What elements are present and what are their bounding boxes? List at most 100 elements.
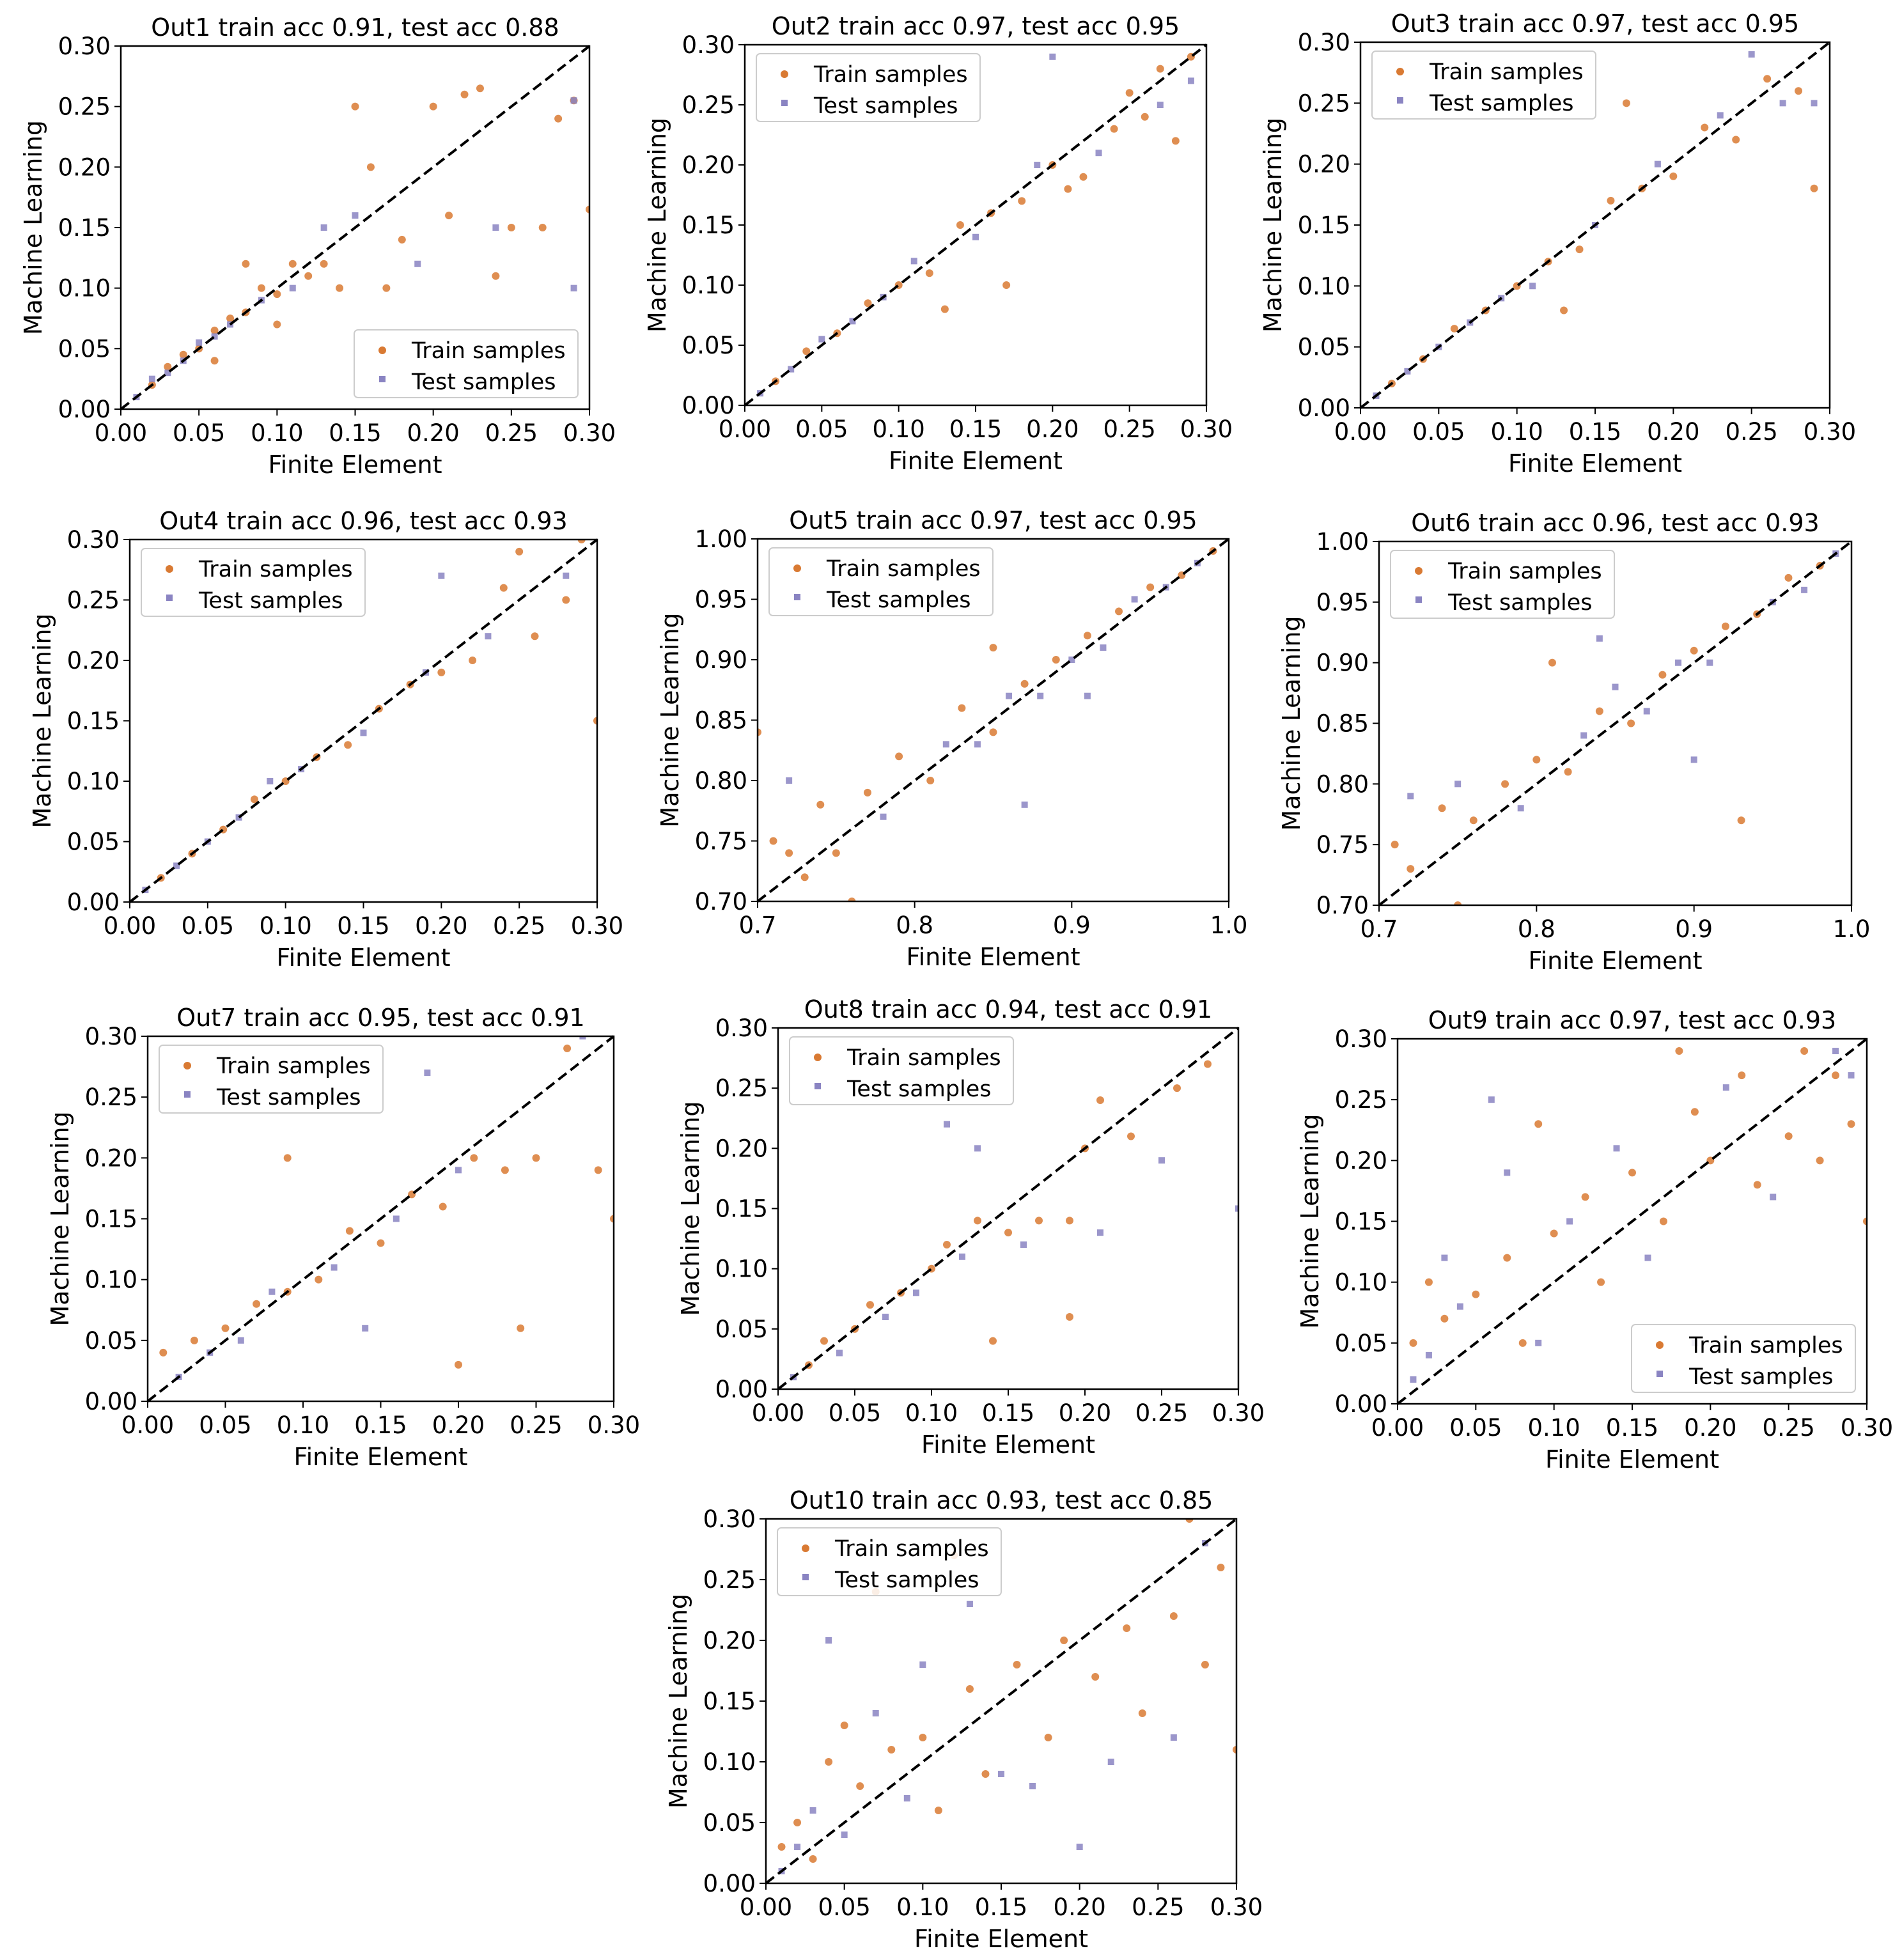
y-axis-label: Machine Learning xyxy=(1277,616,1306,830)
x-tick-label: 0.00 xyxy=(740,1894,792,1921)
train-sample-point xyxy=(532,1154,540,1162)
train-sample-point xyxy=(563,1045,572,1053)
legend-test-label: Test samples xyxy=(834,1567,979,1593)
legend-test-label: Test samples xyxy=(216,1085,361,1110)
train-sample-point xyxy=(1440,1314,1449,1323)
scatter-points xyxy=(1409,1047,1867,1383)
x-axis-label: Finite Element xyxy=(907,943,1080,971)
test-sample-point xyxy=(1097,1229,1103,1236)
y-tick-label: 0.05 xyxy=(1335,1330,1387,1357)
x-axis-label: Finite Element xyxy=(277,944,451,972)
train-sample-point xyxy=(253,1300,261,1308)
y-tick-label: 0.75 xyxy=(695,828,747,855)
test-sample-point xyxy=(841,1832,848,1838)
train-sample-point xyxy=(507,224,515,231)
train-sample-point xyxy=(470,1154,478,1162)
x-axis-label: Finite Element xyxy=(914,1925,1088,1953)
test-sample-point xyxy=(1488,1096,1495,1103)
legend-train-marker xyxy=(781,70,788,78)
x-tick-label: 0.00 xyxy=(752,1399,804,1427)
train-sample-point xyxy=(1204,1060,1212,1068)
test-sample-point xyxy=(1095,150,1102,157)
y-tick-label: 0.90 xyxy=(1316,649,1369,677)
identity-diagonal-line xyxy=(756,538,1230,903)
y-axis-label: Machine Learning xyxy=(28,613,56,828)
train-sample-point xyxy=(1550,1229,1558,1238)
train-sample-point xyxy=(1784,573,1793,582)
train-sample-point xyxy=(531,632,539,641)
train-sample-point xyxy=(469,657,477,664)
x-tick-label: 0.25 xyxy=(493,912,545,940)
train-sample-point xyxy=(1146,583,1155,591)
train-sample-point xyxy=(802,347,811,355)
test-sample-point xyxy=(1029,1783,1036,1789)
train-sample-point xyxy=(989,728,997,736)
train-sample-point xyxy=(159,1348,168,1357)
x-tick-label: 0.05 xyxy=(818,1894,870,1921)
test-sample-point xyxy=(1643,708,1650,715)
train-sample-point xyxy=(1548,658,1556,667)
train-sample-point xyxy=(1701,123,1709,132)
train-sample-point xyxy=(610,1215,614,1223)
train-sample-point xyxy=(1127,1132,1135,1140)
x-tick-label: 0.00 xyxy=(719,416,771,443)
y-tick-label: 0.05 xyxy=(85,1327,137,1355)
x-tick-label: 0.00 xyxy=(1334,418,1387,446)
y-tick-label: 0.25 xyxy=(67,587,120,614)
y-tick-label: 0.15 xyxy=(703,1688,756,1715)
y-tick-label: 0.30 xyxy=(1335,1025,1387,1053)
legend-train-marker xyxy=(793,564,801,572)
identity-diagonal-line xyxy=(744,43,1208,407)
train-sample-point xyxy=(1810,184,1818,192)
legend-train-label: Train samples xyxy=(216,1054,371,1079)
train-sample-point xyxy=(1052,656,1060,664)
y-tick-label: 0.75 xyxy=(1316,831,1369,859)
test-sample-point xyxy=(1407,793,1414,800)
identity-diagonal-line xyxy=(120,45,591,410)
x-tick-label: 0.10 xyxy=(251,419,303,447)
test-sample-point xyxy=(1425,1351,1432,1358)
train-sample-point xyxy=(956,221,964,229)
train-sample-point xyxy=(1201,1661,1209,1668)
test-sample-point xyxy=(1596,635,1603,642)
test-sample-point xyxy=(1454,781,1462,788)
legend-box xyxy=(141,548,366,617)
test-sample-point xyxy=(966,1601,973,1607)
train-sample-point xyxy=(1002,281,1011,289)
train-sample-point xyxy=(499,584,508,592)
scatter-points xyxy=(790,1060,1238,1381)
train-sample-point xyxy=(1800,1047,1809,1055)
train-sample-point xyxy=(398,235,406,244)
subplot-out8: 0.00 0.05 0.10 0.15 0.20 0.25 0.30 0.00 0.05 0.10… xyxy=(676,995,1265,1459)
x-axis-label: Finite Element xyxy=(889,447,1063,475)
x-tick-label: 0.15 xyxy=(982,1399,1034,1427)
train-sample-point xyxy=(989,644,997,652)
train-sample-point xyxy=(1518,1339,1527,1347)
x-axis-label: Finite Element xyxy=(294,1443,468,1471)
x-tick-label: 0.05 xyxy=(182,912,234,940)
test-sample-point xyxy=(438,572,445,579)
test-sample-point xyxy=(1832,1048,1839,1055)
train-sample-point xyxy=(1784,1132,1793,1140)
train-sample-point xyxy=(1501,780,1509,788)
subplot-out2: 0.00 0.05 0.10 0.15 0.20 0.25 0.30 0.00 0.05 0.10… xyxy=(643,12,1233,475)
test-sample-point xyxy=(393,1215,400,1222)
train-sample-point xyxy=(593,717,597,725)
train-sample-point xyxy=(1503,1254,1511,1262)
test-sample-point xyxy=(362,1325,369,1332)
train-sample-point xyxy=(989,1337,997,1345)
legend-test-label: Test samples xyxy=(826,587,971,613)
subplot-title: Out5 train acc 0.97, test acc 0.95 xyxy=(789,506,1197,534)
test-sample-point xyxy=(164,369,171,377)
train-sample-point xyxy=(179,350,187,359)
legend-train-label: Train samples xyxy=(411,338,566,364)
legend-box xyxy=(756,53,981,122)
test-sample-point xyxy=(1535,1339,1542,1346)
subplot-title: Out10 train acc 0.93, test acc 0.85 xyxy=(790,1486,1213,1514)
train-sample-point xyxy=(1732,136,1740,144)
train-sample-point xyxy=(257,284,265,292)
train-sample-point xyxy=(940,305,949,313)
x-tick-label: 0.8 xyxy=(896,912,933,939)
test-sample-point xyxy=(1187,77,1194,84)
test-sample-point xyxy=(809,1807,816,1814)
